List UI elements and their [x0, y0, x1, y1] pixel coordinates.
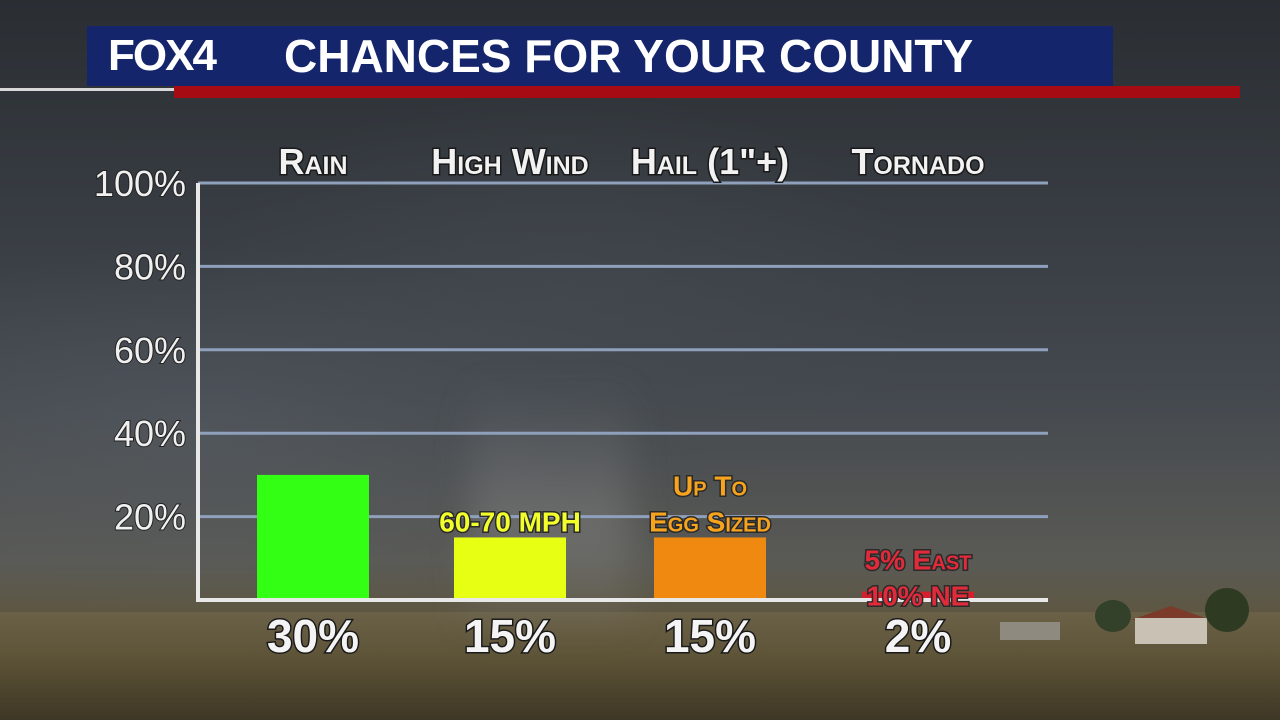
- page-title: CHANCES FOR YOUR COUNTY: [284, 30, 974, 82]
- category-label: Rain: [278, 141, 347, 182]
- y-tick-label: 60%: [114, 330, 186, 371]
- header-red-stripe: [174, 86, 1240, 98]
- tree-image: [1095, 600, 1131, 632]
- annotation-label: 10% NE: [867, 581, 970, 612]
- annotation-label: Egg Sized: [649, 506, 771, 537]
- category-label: High Wind: [431, 141, 588, 182]
- axes: [196, 183, 1048, 602]
- value-label: 2%: [885, 610, 951, 662]
- bars: [257, 474, 974, 600]
- y-tick-label: 80%: [114, 246, 186, 287]
- value-label: 15%: [464, 610, 556, 662]
- value-label: 30%: [267, 610, 359, 662]
- y-axis-ticks: 20% 40% 60% 80% 100%: [93, 162, 187, 539]
- ground-background: [0, 612, 1280, 720]
- category-labels: Rain High Wind Hail (1"+) Tornado: [277, 140, 986, 184]
- bar-3: [654, 537, 766, 600]
- y-tick-label: 100%: [94, 163, 186, 204]
- category-label: Tornado: [851, 141, 984, 182]
- house-image: [1135, 618, 1207, 644]
- annotation-label: 60-70 MPH: [439, 506, 581, 537]
- tree-image: [1205, 588, 1249, 632]
- value-labels: 30% 15% 15% 2%: [265, 609, 952, 664]
- house-roof-image: [1131, 606, 1211, 620]
- annotation-label: 5% East: [865, 545, 972, 576]
- annotation-label: Up To: [673, 470, 747, 501]
- value-label: 15%: [664, 610, 756, 662]
- shed-image: [1000, 622, 1060, 640]
- header-divider-line: [0, 88, 174, 91]
- y-tick-label: 40%: [114, 413, 186, 454]
- header-bar: [87, 26, 1113, 86]
- y-tick-label: 20%: [114, 497, 186, 538]
- bar-4: [862, 591, 974, 600]
- bar-2: [454, 537, 566, 600]
- fox4-logo: FOX4: [108, 31, 217, 80]
- gridlines: [198, 181, 1048, 519]
- category-label: Hail (1"+): [631, 141, 789, 182]
- annotations: 60-70 MPH Up To Egg Sized 5% East 10% NE: [438, 469, 973, 613]
- bar-1: [257, 474, 369, 600]
